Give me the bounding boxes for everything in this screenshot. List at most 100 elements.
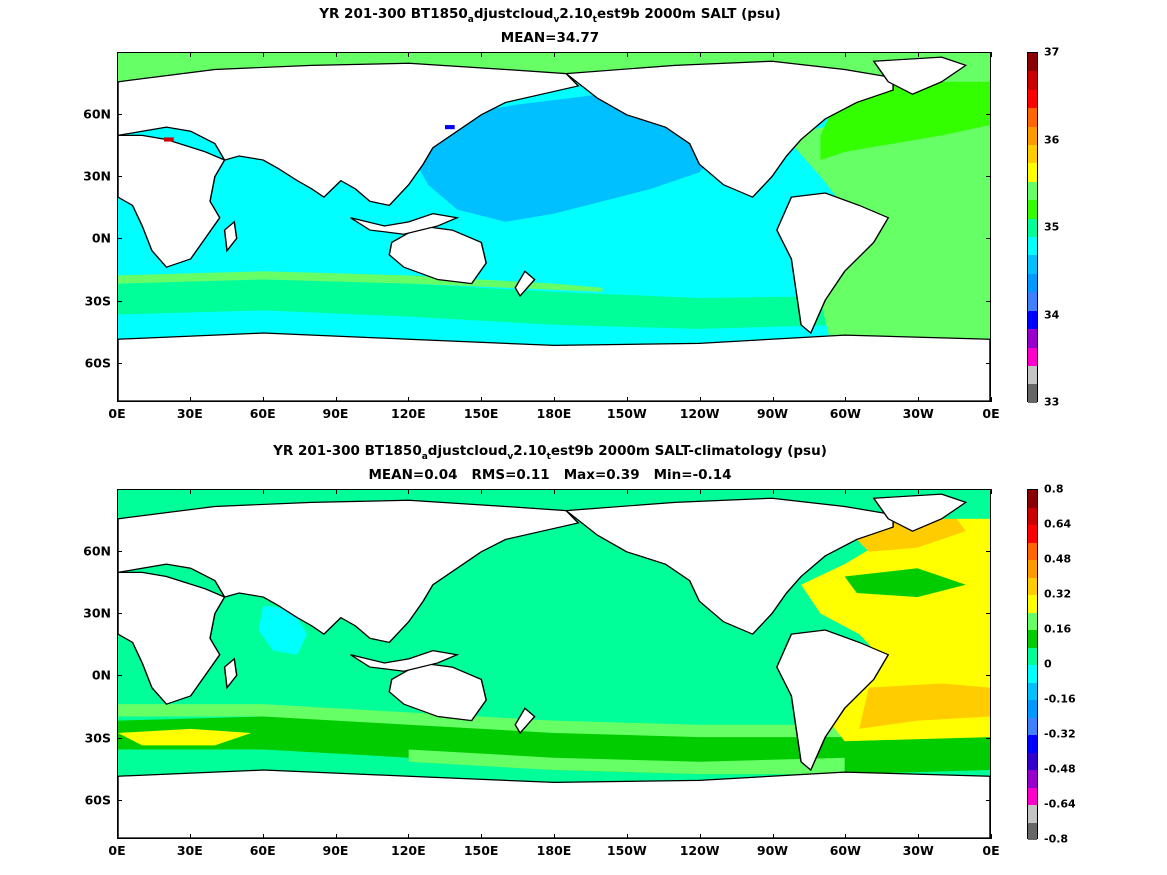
panel1-colorbar-swatch	[1028, 126, 1037, 146]
panel2-colorbar-swatch	[1028, 682, 1037, 700]
panel2-lon-tick	[554, 489, 555, 494]
panel2-lon-tick	[918, 489, 920, 494]
panel2-lon-tick	[262, 489, 264, 494]
panel2-colorbar-label: 0.8	[1044, 482, 1064, 496]
panel1-lon-tick	[554, 52, 555, 57]
panel1-colorbar	[1027, 52, 1038, 403]
panel1-colorbar-swatch	[1028, 145, 1037, 164]
panel1-colorbar-swatch	[1028, 273, 1037, 293]
panel2-colorbar-swatch	[1028, 717, 1037, 735]
panel1-lat-tick-label: 0N	[91, 230, 111, 246]
panel1-lon-tick-label: 150E	[463, 406, 499, 421]
panel2-lon-tick-label: 150E	[463, 843, 499, 858]
panel2-map	[117, 489, 991, 839]
panel2-colorbar-swatch	[1028, 822, 1037, 840]
panel2-colorbar-label: 0.64	[1044, 517, 1072, 531]
panel1-lat-tick-label: 60S	[84, 355, 111, 371]
panel1-colorbar-swatch	[1028, 89, 1037, 109]
panel2-colorbar-label: -0.48	[1044, 762, 1076, 776]
panel1-lon-tick	[117, 52, 118, 57]
panel1-colorbar-swatch	[1028, 365, 1037, 385]
panel1-lon-tick	[335, 397, 337, 402]
panel1-lon-tick	[262, 397, 264, 402]
panel2-lat-tick	[986, 675, 991, 677]
panel1-colorbar-swatch	[1028, 53, 1037, 72]
panel2-lon-tick-label: 90W	[756, 843, 789, 858]
panel1-lat-tick-label: 60N	[83, 106, 111, 122]
panel1-lon-tick	[626, 52, 628, 57]
panel1-lat-tick	[117, 362, 122, 364]
panel2-lon-tick	[408, 489, 410, 494]
panel2-lat-tick-label: 60N	[83, 543, 111, 559]
panel1-colorbar-swatch	[1028, 181, 1037, 201]
panel1-lon-tick-label: 60E	[249, 406, 276, 421]
panel1-lat-tick	[986, 362, 991, 364]
panel2-lat-tick	[986, 551, 991, 553]
panel1-lon-tick	[845, 397, 847, 402]
panel1-lon-tick	[335, 52, 337, 57]
panel2-lat-tick	[986, 613, 991, 615]
panel1-colorbar-swatch	[1028, 384, 1037, 403]
panel2-atl-green	[844, 568, 966, 598]
panel1-stats: MEAN=34.77	[0, 30, 1100, 46]
panel2-atl-warm-south	[859, 683, 990, 729]
panel1-colorbar-swatch	[1028, 218, 1037, 238]
panel2-lat-tick	[117, 675, 122, 677]
panel2-lon-tick-label: 0E	[108, 843, 126, 858]
panel2-lon-tick	[481, 834, 483, 839]
panel2-lon-tick	[772, 489, 774, 494]
panel1-colorbar-swatch	[1028, 108, 1037, 127]
panel1-lat-tick	[986, 300, 991, 302]
panel1-lon-tick-label: 90W	[756, 406, 789, 421]
panel2-lat-tick	[117, 551, 122, 553]
panel2-colorbar-label: 0.48	[1044, 552, 1072, 566]
panel2-colorbar-label: 0	[1044, 657, 1052, 671]
panel2-lon-tick	[481, 489, 483, 494]
panel1-lon-tick	[554, 397, 555, 402]
panel1-med-spot	[164, 137, 174, 142]
panel2-colorbar-label: -0.64	[1044, 797, 1076, 811]
panel2-max: Max=0.39	[563, 467, 640, 483]
panel1-southern-light	[118, 271, 603, 292]
panel2-lat-tick	[117, 799, 122, 801]
panel1-lat-tick	[117, 300, 122, 302]
panel2-lon-tick	[117, 489, 118, 494]
panel2-lon-tick	[699, 489, 701, 494]
panel2-colorbar-label: 0.32	[1044, 587, 1072, 601]
panel2-lon-tick	[845, 489, 847, 494]
panel1-lon-tick	[991, 397, 992, 402]
panel1-lat-tick	[986, 114, 991, 116]
panel2-land	[118, 493, 990, 838]
panel2-lon-tick	[918, 834, 920, 839]
panel1-lat-tick-label: 30S	[84, 293, 111, 309]
panel2-indian-cool	[258, 605, 307, 655]
panel1-lon-tick	[699, 397, 701, 402]
panel1-lon-tick	[481, 52, 483, 57]
panel1-colorbar-swatch	[1028, 347, 1037, 366]
panel1-colorbar-swatch	[1028, 310, 1037, 330]
panel2-lat-tick-label: 0N	[91, 667, 111, 683]
panel2-rms: RMS=0.11	[471, 467, 550, 483]
panel2-colorbar-label: 0.16	[1044, 622, 1072, 636]
panel1-lon-tick-label: 0E	[108, 406, 126, 421]
panel2-lon-tick	[189, 834, 191, 839]
panel1-colorbar-swatch	[1028, 237, 1037, 256]
panel1-lon-tick	[189, 52, 191, 57]
panel2-colorbar-swatch	[1028, 490, 1037, 508]
panel2-lon-tick	[772, 834, 774, 839]
panel2-colorbar-swatch	[1028, 507, 1037, 525]
panel1-lon-tick-label: 120E	[391, 406, 426, 421]
panel1-colorbar-swatch	[1028, 255, 1037, 274]
panel1-lon-tick-label: 120W	[679, 406, 720, 421]
panel2-min: Min=-0.14	[653, 467, 732, 483]
panel2-lat-tick	[117, 613, 122, 615]
panel2-colorbar-swatch	[1028, 612, 1037, 630]
panel1-lon-tick	[262, 52, 264, 57]
panel1-lon-tick	[117, 397, 118, 402]
panel2-colorbar-swatch	[1028, 577, 1037, 595]
panel1-title: YR 201-300 BT1850adjustcloudv2.10test9b …	[319, 6, 781, 25]
panel1-lat-tick	[117, 238, 122, 240]
panel2-lon-tick	[991, 834, 992, 839]
panel2-colorbar-swatch	[1028, 735, 1037, 753]
panel2-lon-tick-label: 180E	[536, 843, 572, 858]
